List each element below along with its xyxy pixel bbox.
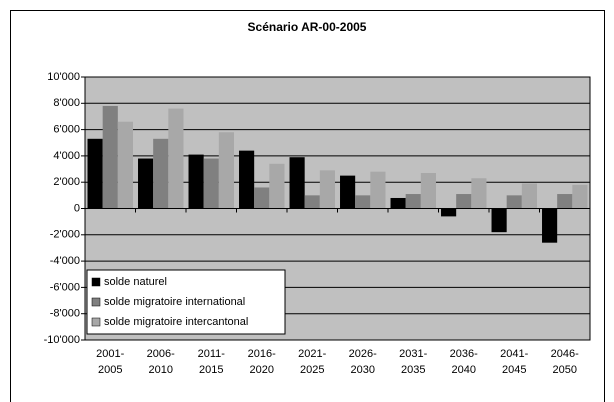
bar — [521, 183, 537, 209]
y-tick-label: -6'000 — [50, 281, 80, 293]
y-tick-label: 8'000 — [53, 97, 80, 109]
bar — [355, 195, 371, 209]
x-tick-label: 2041-2045 — [500, 348, 529, 376]
x-tick-label: 2011-2015 — [197, 348, 225, 376]
x-tick-label: 2006-2010 — [146, 348, 175, 376]
bar — [441, 208, 457, 217]
bar — [102, 105, 118, 209]
legend-swatch — [91, 297, 101, 307]
y-tick-label: 10'000 — [47, 71, 80, 83]
bar — [542, 208, 558, 243]
x-tick-label: 2031-2035 — [399, 348, 428, 376]
legend-box — [86, 269, 286, 335]
bar — [319, 170, 335, 209]
x-tick-label: 2046-2050 — [550, 348, 579, 376]
bar — [390, 197, 406, 209]
x-tick-label: 2026-2030 — [348, 348, 377, 376]
legend-swatch — [91, 317, 101, 327]
bar — [218, 132, 234, 209]
bar — [370, 171, 386, 209]
x-tick-label: 2036-2040 — [449, 348, 478, 376]
bar — [138, 158, 154, 209]
bar — [471, 178, 487, 209]
legend-label: solde migratoire international — [104, 296, 245, 308]
bar — [420, 172, 436, 209]
x-tick-label: 2021-2025 — [298, 348, 327, 376]
bar — [340, 175, 356, 209]
bar — [239, 150, 255, 209]
y-tick-label: -2'000 — [50, 229, 80, 241]
bar — [188, 154, 204, 209]
x-tick-label: 2016-2020 — [247, 348, 276, 376]
plot-border — [84, 76, 591, 341]
y-tick-label: 6'000 — [53, 124, 80, 136]
x-tick-label: 2001-2005 — [96, 348, 125, 376]
bar — [557, 194, 573, 209]
chart-title: Scénario AR-00-2005 — [248, 20, 367, 34]
bar — [405, 194, 421, 209]
legend-label: solde migratoire intercantonal — [104, 316, 248, 328]
bar — [203, 158, 219, 209]
legend-label: solde naturel — [104, 276, 167, 288]
y-tick-label: 2'000 — [53, 176, 80, 188]
bar — [168, 108, 184, 209]
y-tick-label: -10'000 — [44, 334, 80, 346]
y-tick-label: -4'000 — [50, 255, 80, 267]
bar — [87, 138, 103, 209]
bar — [456, 194, 472, 209]
y-tick-label: 4'000 — [53, 150, 80, 162]
bar — [254, 187, 270, 209]
bar — [289, 157, 305, 209]
legend-swatch — [91, 277, 101, 287]
bar — [304, 195, 320, 209]
y-tick-label: 0 — [74, 202, 80, 214]
bar — [117, 121, 133, 209]
bar — [506, 195, 522, 209]
bar — [153, 138, 169, 209]
bar — [572, 184, 588, 209]
bar — [269, 163, 285, 209]
y-tick-label: -8'000 — [50, 308, 80, 320]
bar — [491, 208, 507, 233]
